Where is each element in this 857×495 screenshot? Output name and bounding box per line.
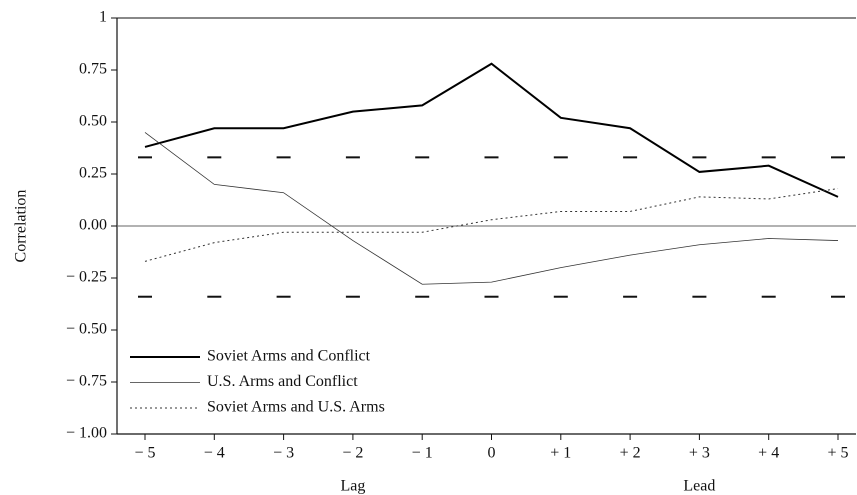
x-tick-label: + 5	[827, 445, 848, 462]
x-tick-label: − 5	[134, 445, 155, 462]
x-tick-label: + 1	[550, 445, 571, 462]
series-line	[144, 62, 839, 198]
x-tick-label: − 4	[204, 445, 225, 462]
y-tick-label: − 1.00	[66, 425, 107, 442]
legend-label: U.S. Arms and Conflict	[207, 373, 358, 390]
x-tick-label: 0	[488, 445, 496, 462]
x-group-label: Lead	[683, 478, 715, 495]
y-tick-label: − 0.50	[66, 321, 107, 338]
y-tick-label: 0.75	[79, 61, 107, 78]
x-tick-label: − 2	[342, 445, 363, 462]
x-tick-label: + 3	[689, 445, 710, 462]
series-line	[144, 188, 839, 262]
y-tick-label: − 0.25	[66, 269, 107, 286]
legend-label: Soviet Arms and Conflict	[207, 348, 371, 365]
y-tick-label: − 0.75	[66, 373, 107, 390]
y-tick-label: 0.50	[79, 113, 107, 130]
y-tick-label: 0.25	[79, 165, 107, 182]
x-tick-label: + 4	[758, 445, 779, 462]
y-tick-label: 1	[99, 9, 107, 26]
x-group-label: Lag	[340, 478, 365, 495]
x-tick-label: + 2	[620, 445, 641, 462]
legend-label: Soviet Arms and U.S. Arms	[207, 399, 385, 416]
y-axis-label: Correlation	[13, 190, 30, 263]
x-tick-label: − 1	[412, 445, 433, 462]
y-tick-label: 0.00	[79, 217, 107, 234]
series-line	[144, 132, 839, 285]
x-tick-label: − 3	[273, 445, 294, 462]
